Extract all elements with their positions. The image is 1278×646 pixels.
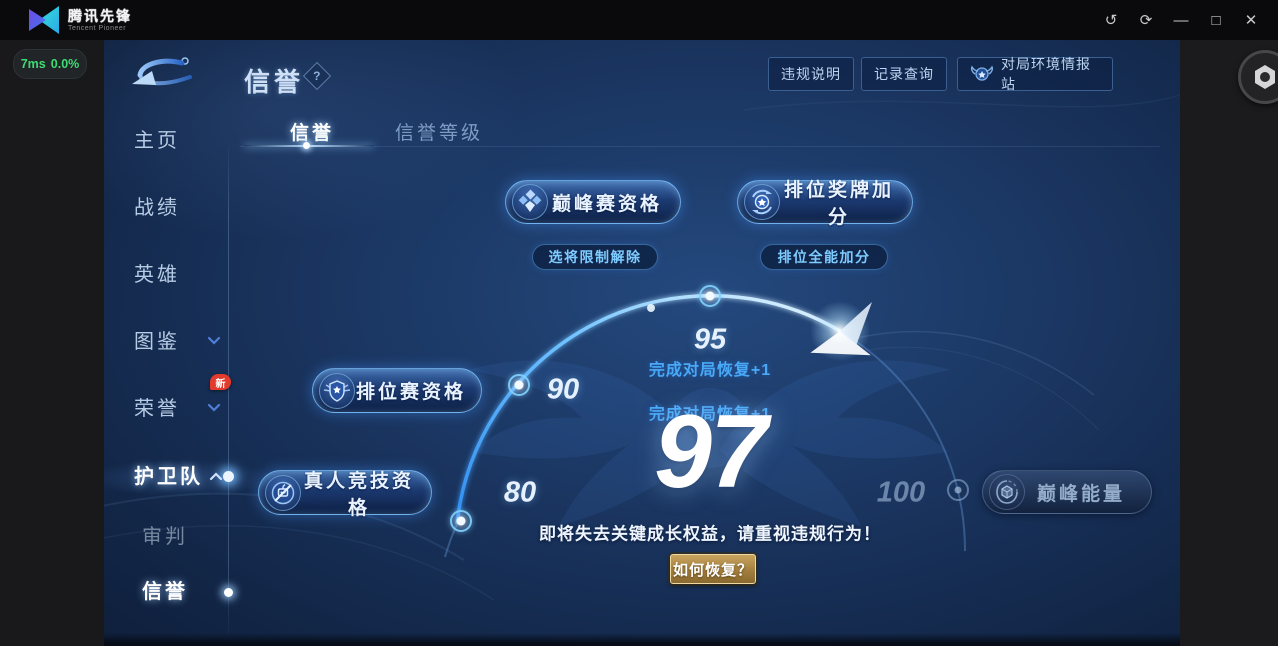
how-to-recover-button[interactable]: 如何恢复？ [670,554,756,584]
hex-nut-icon [1255,65,1275,89]
sidebar-item-records[interactable]: 战绩 [134,197,180,219]
diamond-cluster-icon [512,184,548,220]
recovery-hint-line1: 完成对局恢复+1 [648,362,772,379]
game-stage: 主页 战绩 英雄 图鉴 荣誉 新 护卫队 审判 信誉 [104,40,1180,646]
anti-bot-crossed-icon [265,474,301,511]
sidebar-credit-indicator-dot [224,588,233,597]
minimize-icon[interactable]: — [1173,11,1189,29]
gauge-node-95 [699,285,721,307]
refresh-icon[interactable]: ⟳ [1139,12,1153,29]
packet-loss-value: 0.0% [50,57,80,71]
tab-credit-level[interactable]: 信誉等级 [395,123,484,144]
chevron-up-icon[interactable] [209,472,223,484]
page-title: 信誉 [244,67,305,97]
gauge-tick-80: 80 [503,476,537,509]
sidebar-item-heroes[interactable]: 英雄 [134,264,180,286]
right-letterbox [1180,40,1278,646]
left-letterbox [0,40,104,646]
app-subtitle: Tencent Pioneer [68,24,127,32]
credit-score-value: 97 [654,394,768,511]
tencent-pioneer-logo-icon [29,6,59,34]
ranked-match-qualification-button[interactable]: 排位赛资格 [312,368,482,413]
sidebar-guard-indicator-dot [223,471,234,482]
streak-line [743,94,1180,111]
gauge-track [444,523,458,558]
chevron-down-icon[interactable] [207,403,221,416]
streak-line [848,330,1095,396]
hero-pick-unlock-button[interactable]: 选将限制解除 [532,244,658,270]
sidebar-item-catalog[interactable]: 图鉴 [134,331,180,353]
sidebar-active-glow [104,460,274,496]
winged-shield-icon [319,372,355,409]
gauge-node-90 [508,374,530,396]
back-window-icon[interactable]: ↺ [1104,12,1118,29]
gauge-canvas [104,94,1180,601]
tab-credit[interactable]: 信誉 [290,123,335,144]
tab-divider [240,146,1160,147]
app-name: 腾讯先锋 [68,7,132,24]
chevron-down-icon[interactable] [207,336,221,349]
rank-allround-bonus-button[interactable]: 排位全能加分 [760,244,888,270]
streak-line [104,525,495,601]
real-person-qualification-button[interactable]: 真人竞技资格 [258,470,432,519]
gauge-minor-dot [647,304,655,312]
match-env-intel-button[interactable]: 对局环境情报站 [957,56,1113,92]
sidebar-divider-line [228,140,229,640]
wings-watermark [469,360,951,526]
sidebar-item-home[interactable]: 主页 [134,130,180,152]
gauge-tick-95: 95 [693,323,727,356]
gauge-node-80 [450,510,472,532]
sidebar-item-credit[interactable]: 信誉 [142,581,188,603]
window-controls: ↺ ⟳ — □ ✕ [1100,0,1262,40]
app-logo: 腾讯先锋 Tencent Pioneer [26,5,132,35]
titlebar: 腾讯先锋 Tencent Pioneer ↺ ⟳ — □ ✕ [0,0,1278,40]
gauge-tick-100: 100 [876,476,926,509]
record-query-button[interactable]: 记录查询 [861,57,947,91]
latency-value: 7ms [20,57,46,71]
new-badge: 新 [210,374,231,390]
active-tab-underline-dot [303,142,310,149]
back-arrow-icon[interactable] [128,54,204,98]
rank-medal-bonus-button[interactable]: 排位奖牌加分 [737,180,913,228]
floating-assistant-ball[interactable] [1238,50,1278,104]
sidebar-item-guard-team[interactable]: 护卫队 [134,466,203,488]
gauge-track-remaining [839,330,967,552]
intel-badge-icon [970,65,994,81]
sidebar-item-honor[interactable]: 荣誉 [134,398,180,420]
gauge-node-100 [947,479,969,501]
gauge-tick-90: 90 [546,373,580,406]
credit-warning-text: 即将失去关键成长权益，请重视违规行为！ [539,524,881,544]
violation-rules-button[interactable]: 违规说明 [768,57,854,91]
peak-energy-button[interactable]: 巅峰能量 [982,470,1152,514]
streak-line [855,346,1100,431]
app-logo-text: 腾讯先锋 Tencent Pioneer [68,9,132,32]
maximize-icon[interactable]: □ [1211,11,1221,29]
rotating-star-medal-icon [744,184,780,220]
gauge-pointer-flare [810,301,872,361]
energy-cube-icon [989,474,1025,510]
recovery-hint-line2: 完成对局恢复+1 [648,406,772,423]
latency-status-badge: 7ms 0.0% [13,49,87,79]
close-icon[interactable]: ✕ [1244,12,1258,29]
gauge-progress-arc [455,294,841,525]
bottom-gradient-strip [104,633,1180,646]
peak-match-qualification-button[interactable]: 巅峰赛资格 [505,180,681,224]
sidebar-item-judgement[interactable]: 审判 [142,526,188,548]
